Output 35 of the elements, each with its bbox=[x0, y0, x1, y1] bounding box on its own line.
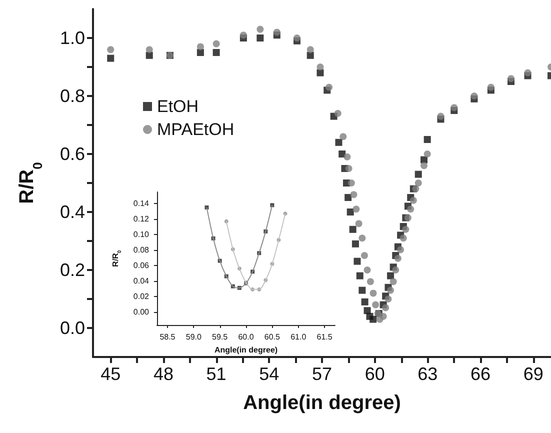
y-tick-label: 0.14 bbox=[133, 199, 150, 208]
x-tick-label: 60.5 bbox=[264, 332, 281, 342]
x-tick-label: 48 bbox=[153, 364, 174, 384]
y-tick-label: 0.06 bbox=[133, 260, 150, 270]
y-tick-label: 0.2 bbox=[60, 260, 85, 280]
x-tick-label: 54 bbox=[259, 364, 280, 384]
x-axis-title: Angle(in degree) bbox=[243, 392, 401, 414]
y-tick-label: 1.0 bbox=[60, 28, 85, 48]
y-tick-label: 0.02 bbox=[133, 292, 150, 301]
x-tick-label: 61.5 bbox=[316, 332, 333, 342]
y-tick-label: 0.6 bbox=[60, 144, 85, 164]
x-tick-label: 60.0 bbox=[238, 332, 254, 342]
legend-label: MPAEtOH bbox=[157, 120, 234, 139]
y-tick-label: 0.04 bbox=[133, 276, 150, 286]
x-tick-label: 60 bbox=[364, 364, 385, 384]
x-axis-title: Angle(in degree) bbox=[214, 345, 278, 354]
y-tick-label: 0.4 bbox=[60, 202, 85, 222]
x-tick-label: 59.5 bbox=[212, 332, 228, 342]
x-tick-label: 45 bbox=[100, 364, 121, 384]
x-tick-label: 58.5 bbox=[160, 332, 176, 342]
y-tick-label: 0.00 bbox=[133, 307, 150, 316]
x-tick-label: 51 bbox=[206, 364, 226, 384]
x-tick-label: 61.0 bbox=[290, 332, 307, 342]
x-tick-label: 63 bbox=[418, 364, 438, 384]
x-tick-label: 69 bbox=[523, 364, 544, 384]
y-tick-label: 0.10 bbox=[133, 230, 150, 240]
x-tick-label: 57 bbox=[312, 364, 332, 384]
y-tick-label: 0.08 bbox=[133, 245, 150, 254]
y-tick-label: 0.12 bbox=[133, 214, 150, 224]
x-tick-label: 59.0 bbox=[186, 332, 202, 342]
y-tick-label: 0.8 bbox=[60, 86, 85, 106]
x-tick-label: 66 bbox=[470, 364, 491, 384]
y-tick-label: 0.0 bbox=[60, 318, 85, 338]
y-axis-title: R/R0 bbox=[16, 162, 45, 204]
legend-label: EtOH bbox=[157, 97, 199, 116]
